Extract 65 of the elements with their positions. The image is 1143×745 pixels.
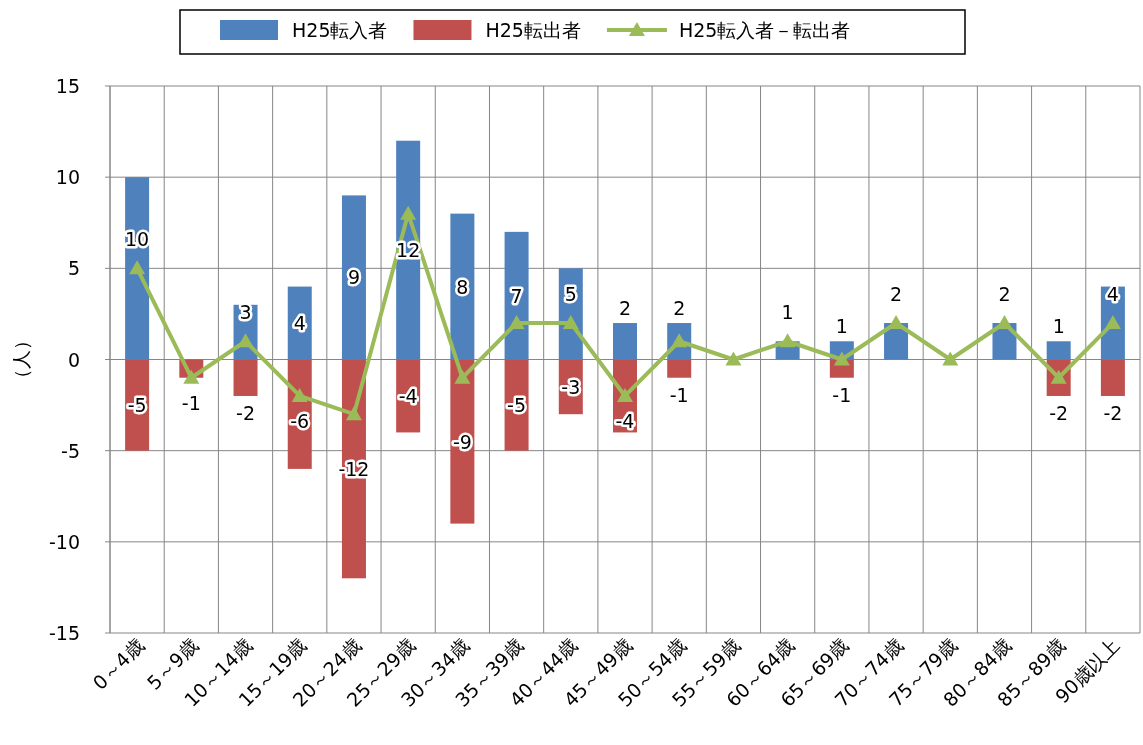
data-label: -9: [452, 430, 472, 453]
data-label: -4: [398, 384, 418, 407]
data-label: 1: [1052, 315, 1065, 338]
point: [400, 205, 417, 220]
y-tick-label: 0: [67, 348, 80, 371]
bar: [396, 140, 421, 360]
bar: [233, 359, 258, 396]
data-label: 1: [781, 301, 794, 324]
data-label: -5: [507, 394, 527, 417]
point: [508, 315, 525, 330]
data-label: 7: [510, 284, 523, 307]
point: [345, 406, 362, 421]
legend-label: H25転入者: [292, 19, 388, 41]
y-tick-label: 5: [67, 257, 80, 280]
point: [942, 351, 959, 366]
data-label: -4: [615, 409, 635, 432]
point: [129, 260, 146, 275]
data-label: -2: [236, 401, 255, 424]
point: [562, 315, 579, 330]
y-tick-label: -10: [48, 530, 80, 553]
bar: [125, 177, 150, 360]
bar: [450, 359, 475, 524]
data-label: 10: [125, 228, 150, 251]
x-tick-label: 0～4歳: [88, 634, 148, 694]
data-label: 2: [998, 283, 1011, 306]
data-label: -2: [1103, 401, 1123, 424]
data-label: 2: [673, 297, 686, 320]
point: [1104, 315, 1121, 330]
point: [454, 369, 471, 384]
data-label: -6: [290, 409, 310, 432]
data-label: 1: [835, 315, 848, 338]
legend-label: H25転入者－転出者: [678, 19, 851, 41]
point: [779, 333, 796, 348]
point: [291, 387, 308, 402]
data-label: -1: [669, 383, 689, 406]
point: [617, 387, 633, 402]
y-tick-label: -15: [48, 622, 80, 644]
bar: [613, 323, 637, 360]
data-label: 4: [293, 312, 306, 335]
bar: [341, 359, 366, 579]
data-label: 2: [618, 297, 632, 320]
bar: [1046, 341, 1071, 360]
y-tick-label: 10: [55, 166, 80, 189]
data-label: -3: [561, 375, 581, 398]
y-tick-label: -5: [61, 439, 80, 462]
bar: [450, 213, 475, 360]
y-tick-label: 15: [55, 75, 80, 97]
y-axis-title: （人）: [10, 331, 32, 388]
data-label: -5: [127, 394, 147, 417]
legend-label: H25転出者: [485, 19, 581, 41]
bar: [667, 359, 692, 378]
data-label: -2: [1049, 401, 1069, 424]
data-label: 5: [564, 283, 577, 306]
bar: [1100, 359, 1125, 396]
bar: [504, 231, 529, 360]
data-label: 4: [1106, 283, 1119, 306]
data-label: 12: [396, 239, 421, 262]
point: [725, 351, 742, 366]
data-label: 8: [456, 275, 469, 298]
data-label: -1: [832, 383, 852, 406]
bar: [341, 195, 366, 360]
data-label: -1: [181, 391, 201, 414]
data-label: 3: [239, 301, 252, 324]
data-label: 2: [890, 283, 903, 306]
data-label: 9: [347, 266, 360, 289]
